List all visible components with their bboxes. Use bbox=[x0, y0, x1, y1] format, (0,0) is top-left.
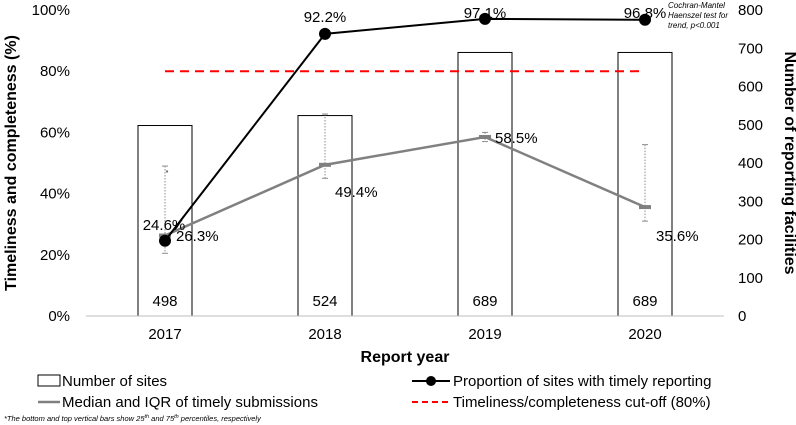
proportion-layer: 24.6% 92.2% 97.1% 96.8% bbox=[143, 5, 667, 247]
x-tick-2019: 2019 bbox=[468, 326, 501, 343]
proportion-label-2019: 97.1% bbox=[464, 5, 507, 22]
proportion-line bbox=[164, 17, 646, 242]
median-label-2017: 26.3% bbox=[176, 228, 219, 245]
proportion-label-2018: 92.2% bbox=[304, 9, 347, 26]
median-line bbox=[164, 135, 646, 237]
left-tick-0: 0% bbox=[48, 308, 70, 325]
right-tick-3: 300 bbox=[738, 193, 763, 210]
outlier-marker: * bbox=[166, 170, 169, 177]
median-point-2019 bbox=[479, 134, 491, 139]
right-tick-6: 600 bbox=[738, 79, 763, 96]
legend-marker-proportion bbox=[426, 376, 436, 386]
proportion-point-2019 bbox=[479, 12, 491, 25]
right-tick-4: 400 bbox=[738, 155, 763, 172]
bar-label-2018: 524 bbox=[312, 293, 337, 310]
median-point-2020 bbox=[639, 205, 651, 210]
median-label-2019: 58.5% bbox=[495, 130, 538, 147]
left-tick-1: 20% bbox=[40, 247, 70, 264]
bars-layer: 498 524 689 689 bbox=[137, 51, 673, 317]
proportion-point-2018 bbox=[319, 27, 331, 40]
proportion-label-2017: 24.6% bbox=[143, 217, 186, 234]
legend-item-median: Median and IQR of timely submissions bbox=[38, 394, 318, 411]
legend-swatch-bars bbox=[37, 374, 61, 387]
proportion-point-2020 bbox=[639, 13, 651, 26]
legend-label-cutoff: Timeliness/completeness cut-off (80%) bbox=[453, 394, 711, 411]
svg-text:Haenszel test for: Haenszel test for bbox=[668, 11, 728, 20]
y-axis-left-title: Timeliness and completeness (%) bbox=[3, 35, 20, 291]
legend-item-cutoff: Timeliness/completeness cut-off (80%) bbox=[412, 394, 711, 411]
bar-label-2019: 689 bbox=[472, 293, 497, 310]
left-tick-5: 100% bbox=[32, 2, 70, 19]
median-layer: * 26.3% 49.4% 58.5% 35.6% bbox=[159, 113, 699, 254]
trend-annotation: Cochran-Mantel Haenszel test for trend, … bbox=[668, 1, 728, 30]
svg-text:trend, p<0.001: trend, p<0.001 bbox=[668, 21, 720, 30]
legend-item-bars: Number of sites bbox=[37, 373, 167, 390]
ticks-layer: 0% 20% 40% 60% 80% 100% 0 100 200 300 400 500 600 700… bbox=[32, 2, 763, 343]
right-tick-1: 100 bbox=[738, 270, 763, 287]
bar-2018 bbox=[297, 115, 353, 317]
legend-label-median: Median and IQR of timely submissions bbox=[62, 394, 318, 411]
right-tick-8: 800 bbox=[738, 2, 763, 19]
legend-item-proportion: Proportion of sites with timely reportin… bbox=[412, 373, 711, 390]
bar-2019 bbox=[457, 51, 513, 317]
legend-label-bars: Number of sites bbox=[62, 373, 167, 390]
svg-text:Cochran-Mantel: Cochran-Mantel bbox=[668, 1, 725, 10]
left-tick-4: 80% bbox=[40, 63, 70, 80]
right-tick-5: 500 bbox=[738, 117, 763, 134]
x-axis-title: Report year bbox=[361, 349, 450, 366]
proportion-label-2020: 96.8% bbox=[624, 5, 667, 22]
median-label-2018: 49.4% bbox=[335, 184, 378, 201]
bar-label-2017: 498 bbox=[152, 293, 177, 310]
x-tick-2018: 2018 bbox=[308, 326, 341, 343]
bar-label-2020: 689 bbox=[632, 293, 657, 310]
legend: Number of sites Proportion of sites with… bbox=[37, 373, 711, 411]
median-point-2018 bbox=[319, 162, 331, 167]
footnote: *The bottom and top vertical bars show 2… bbox=[4, 414, 262, 423]
left-tick-3: 60% bbox=[40, 124, 70, 141]
x-tick-2020: 2020 bbox=[628, 326, 661, 343]
x-tick-2017: 2017 bbox=[148, 326, 181, 343]
right-tick-0: 0 bbox=[738, 308, 746, 325]
y-axis-right-title: Number of reporting facilities bbox=[781, 51, 796, 274]
median-label-2020: 35.6% bbox=[656, 228, 699, 245]
right-tick-7: 700 bbox=[738, 40, 763, 57]
legend-label-proportion: Proportion of sites with timely reportin… bbox=[453, 373, 711, 390]
right-tick-2: 200 bbox=[738, 232, 763, 249]
left-tick-2: 40% bbox=[40, 186, 70, 203]
proportion-point-2017 bbox=[159, 234, 171, 247]
